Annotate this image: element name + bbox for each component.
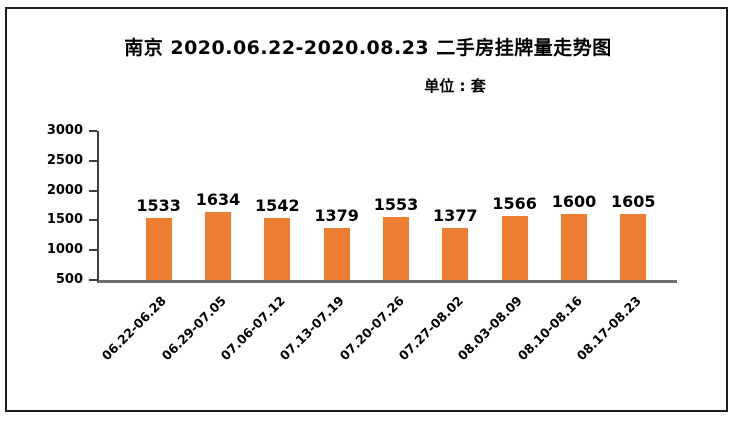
bar-slot: 1542 xyxy=(248,131,307,280)
y-tick-label: 3000 xyxy=(46,123,83,138)
y-tick-label: 1500 xyxy=(46,212,83,228)
outer-frame xyxy=(5,7,728,412)
y-tick-label: 500 xyxy=(55,272,83,287)
y-tick-mark xyxy=(89,219,97,222)
bar xyxy=(264,217,291,280)
y-tick-label: 1000 xyxy=(46,242,83,258)
bar-slot: 1377 xyxy=(426,131,485,280)
y-tick-mark xyxy=(89,249,97,252)
x-label-slot: 08.17-08.23 xyxy=(574,283,663,373)
bar-value-label: 1600 xyxy=(551,192,597,212)
bar-value-label: 1634 xyxy=(195,190,241,210)
bar-value-label: 1377 xyxy=(433,205,478,225)
y-tick-mark xyxy=(89,159,97,162)
x-label-slot: 06.22-06.28 xyxy=(99,283,188,373)
bar-value-label: 1379 xyxy=(314,205,359,225)
unit-label: 单位 : 套 xyxy=(424,77,486,95)
bar xyxy=(620,214,647,280)
chart-title: 南京 2020.06.22-2020.08.23 二手房挂牌量走势图 xyxy=(124,37,612,59)
bar-value-label: 1533 xyxy=(136,196,181,216)
bar-value-label: 1605 xyxy=(611,192,656,212)
bar-slot: 1605 xyxy=(604,131,663,280)
bar-value-label: 1542 xyxy=(255,195,300,215)
bar-slot: 1533 xyxy=(129,131,188,280)
bar xyxy=(560,214,587,280)
bar xyxy=(501,216,528,280)
bar-slot: 1379 xyxy=(307,131,366,280)
bar-slot: 1600 xyxy=(544,131,603,280)
y-tick-label: 2500 xyxy=(46,152,83,168)
bar-value-label: 1566 xyxy=(492,194,537,214)
y-tick-mark xyxy=(89,189,97,192)
bar-value-label: 1553 xyxy=(373,195,419,215)
bar xyxy=(204,212,231,280)
bar xyxy=(442,227,469,280)
plot-area: 500 1000 1500 2000 2500 3000 1533 1634 1542 1379… xyxy=(47,123,677,363)
bar-slot: 1566 xyxy=(485,131,544,280)
bar-series: 1533 1634 1542 1379 1553 1377 1566 1600 1605 xyxy=(99,131,677,280)
y-tick-label: 2000 xyxy=(46,182,83,198)
x-label-slot: 07.20-07.26 xyxy=(336,283,425,373)
x-label-slot: 08.03-08.09 xyxy=(455,283,544,373)
y-tick-mark xyxy=(89,130,97,132)
x-label-slot: 08.10-08.16 xyxy=(514,283,603,373)
x-label-slot: 07.27-08.02 xyxy=(396,283,485,373)
bar xyxy=(145,218,172,280)
bar-slot: 1553 xyxy=(366,131,425,280)
y-tick-mark xyxy=(89,279,97,281)
x-axis-labels: 06.22-06.28 06.29-07.05 07.06-07.12 07.13-0… xyxy=(99,283,677,373)
x-label-slot: 07.06-07.12 xyxy=(218,283,307,373)
bar xyxy=(382,217,409,280)
bar xyxy=(323,227,350,280)
bar-slot: 1634 xyxy=(188,131,247,280)
x-label-slot: 07.13-07.19 xyxy=(277,283,366,373)
x-label-slot: 06.29-07.05 xyxy=(158,283,247,373)
